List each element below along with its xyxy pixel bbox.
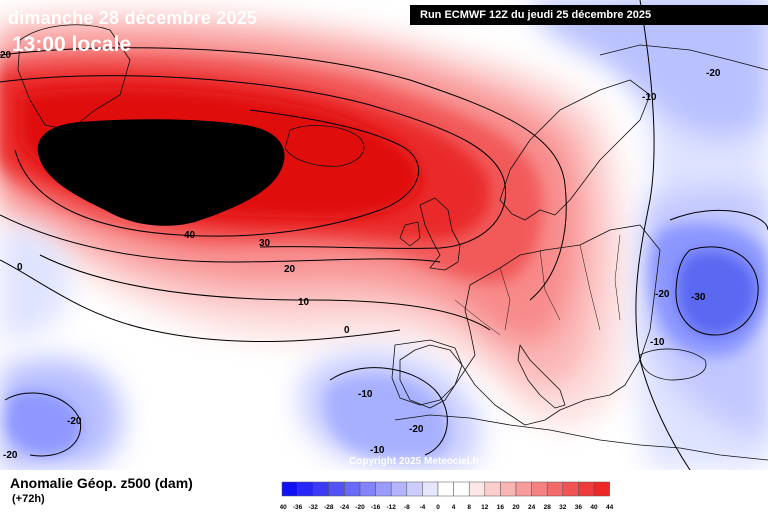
forecast-time-title: 13:00 locale — [12, 33, 132, 56]
contour-label-minus10: -10 — [370, 445, 385, 456]
legend-tick-label: -28 — [324, 504, 334, 511]
legend-tick-label: 24 — [528, 504, 536, 511]
legend-tick-label: -4 — [420, 504, 426, 511]
legend-swatch — [468, 481, 486, 497]
legend-tick-label: -24 — [340, 504, 350, 511]
contour-label-20: 20 — [0, 50, 12, 61]
legend-swatch — [390, 481, 408, 497]
legend-tick-label: 4 — [452, 504, 456, 511]
contour-label-50: 50 — [158, 200, 170, 211]
legend-swatch — [500, 481, 517, 497]
legend-swatch — [515, 481, 532, 497]
legend-swatch — [328, 481, 345, 497]
lead-time: (+72h) — [12, 493, 45, 505]
legend-tick-label: 32 — [559, 504, 567, 511]
forecast-date-title: dimanche 28 décembre 2025 — [8, 8, 258, 28]
legend-tick-label: -40 — [280, 504, 287, 511]
contour-label-minus10: -10 — [358, 389, 373, 400]
legend-swatch — [406, 481, 423, 497]
legend-swatch — [297, 481, 314, 497]
legend-swatch — [562, 481, 579, 497]
contour-label-0: 0 — [344, 325, 350, 336]
contour-label-0: 0 — [17, 262, 23, 273]
legend-swatch — [281, 481, 298, 497]
contour-label-minus20: -20 — [655, 289, 670, 300]
legend-tick-label: 28 — [544, 504, 552, 511]
anomaly-shading — [0, 0, 768, 470]
legend-tick-label: -12 — [386, 504, 396, 511]
legend-swatch — [484, 481, 501, 497]
legend-tick-label: 44 — [606, 504, 614, 511]
contour-lines — [0, 0, 768, 470]
legend-tick-label: -36 — [293, 504, 303, 511]
legend-tick-label: 16 — [497, 504, 505, 511]
legend-tick-label: -8 — [404, 504, 410, 511]
contour-label-minus10: -10 — [642, 92, 657, 103]
copyright-text: Copyright 2025 Meteociel.fr — [349, 456, 480, 467]
legend-tick-label: 0 — [436, 504, 440, 511]
anomaly-map: 50 40 30 20 10 0 -10 -20 -20 -30 -10 -10… — [0, 0, 768, 470]
contour-label-20: 20 — [284, 264, 296, 275]
legend-swatch — [359, 481, 376, 497]
field-name: Anomalie Géop. z500 (dam) — [10, 475, 193, 491]
legend-swatch — [422, 481, 439, 497]
contour-label-minus20: -20 — [67, 416, 82, 427]
legend-swatch — [312, 481, 330, 497]
contour-label-minus20: -20 — [409, 424, 424, 435]
legend-tick-label: -32 — [308, 504, 318, 511]
legend-swatch — [593, 481, 610, 497]
legend-tick-label: -20 — [355, 504, 365, 511]
legend-swatch — [344, 481, 361, 497]
contour-label-30: 30 — [259, 238, 271, 249]
legend-tick-label: 40 — [590, 504, 598, 511]
contour-label-minus30: -30 — [691, 292, 706, 303]
legend-tick-label: 12 — [481, 504, 489, 511]
legend-tick-label: 8 — [467, 504, 471, 511]
legend-tick-label: 36 — [575, 504, 583, 511]
contour-label-40: 40 — [184, 230, 196, 241]
legend-swatch — [437, 481, 454, 497]
contour-label-10: 10 — [298, 297, 310, 308]
legend-tick-label: -16 — [371, 504, 381, 511]
coastlines — [17, 24, 768, 461]
color-scale-legend: -40-36-32-28-24-20-16-12-8-4048121620242… — [280, 481, 614, 511]
contour-label-minus10: -10 — [650, 337, 665, 348]
legend-swatch — [453, 481, 470, 497]
legend-swatch — [375, 481, 392, 497]
contour-labels: 50 40 30 20 10 0 -10 -20 -20 -30 -10 -10… — [0, 50, 721, 461]
contour-label-minus20: -20 — [3, 450, 18, 461]
model-run-label: Run ECMWF 12Z du jeudi 25 décembre 2025 — [410, 5, 768, 25]
ridge-core — [37, 119, 285, 226]
legend-swatch — [531, 481, 548, 497]
legend-swatch — [578, 481, 595, 497]
legend-swatch — [546, 481, 564, 497]
contour-label-minus20: -20 — [706, 68, 721, 79]
legend-tick-label: 20 — [512, 504, 520, 511]
